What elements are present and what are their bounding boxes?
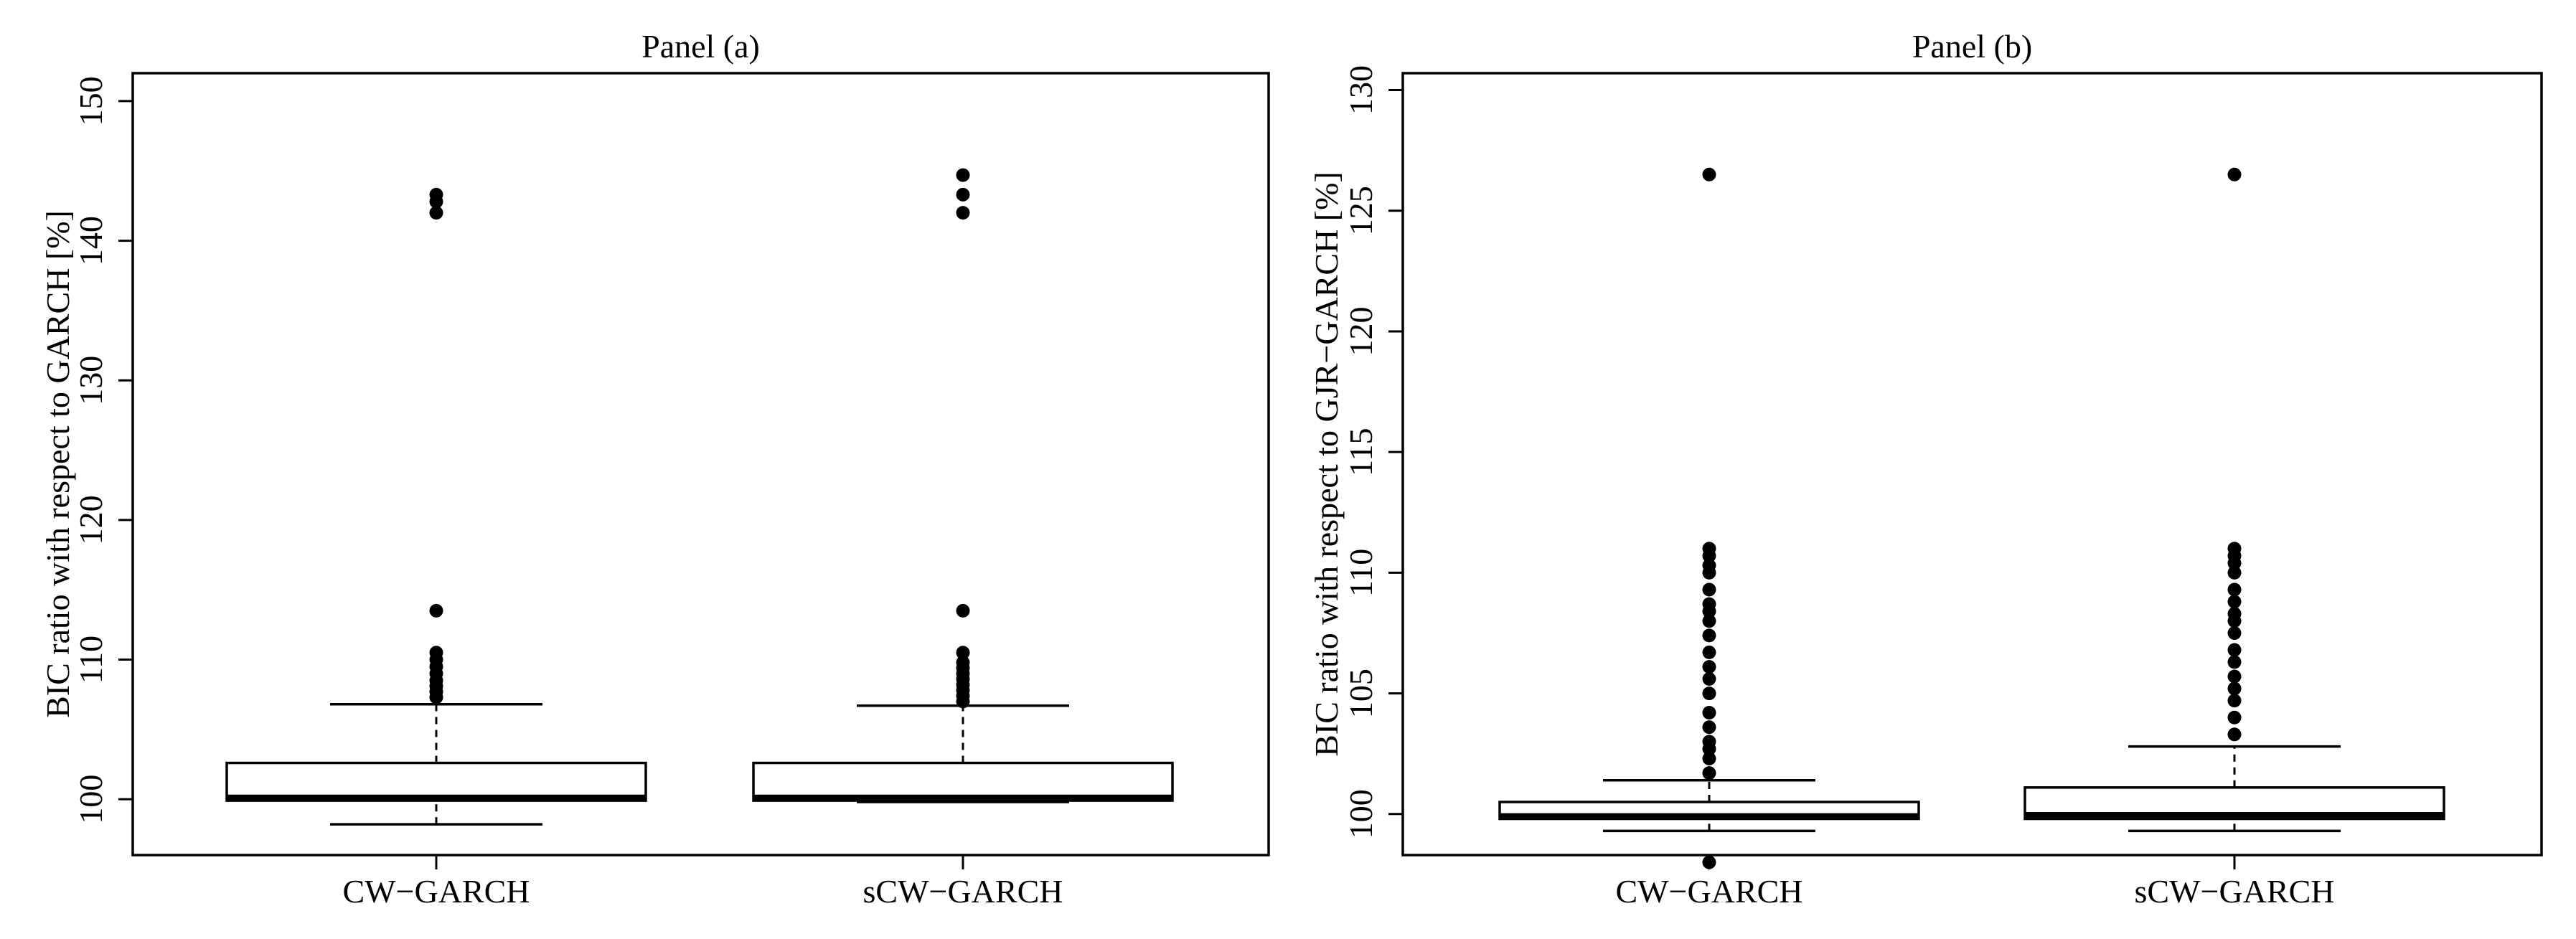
outlier-point bbox=[1702, 542, 1716, 556]
outlier-point bbox=[956, 603, 970, 618]
outlier-point bbox=[1702, 167, 1716, 181]
outlier-point bbox=[2227, 582, 2242, 597]
outlier-point bbox=[2227, 626, 2242, 640]
boxplot-cw-garch bbox=[1498, 167, 1920, 869]
outlier-point bbox=[956, 646, 970, 660]
plot-frame bbox=[1401, 72, 2543, 857]
panel-title: Panel (a) bbox=[641, 28, 760, 65]
outlier-point bbox=[429, 206, 443, 220]
outlier-point bbox=[1702, 558, 1716, 572]
outlier-point bbox=[429, 603, 443, 618]
y-tick-label: 130 bbox=[1343, 65, 1379, 115]
outlier-point bbox=[2227, 167, 2242, 181]
outlier-point bbox=[2227, 694, 2242, 708]
outlier-point bbox=[2227, 542, 2242, 556]
y-tick-label: 150 bbox=[72, 76, 109, 126]
panel-title: Panel (b) bbox=[1912, 28, 2032, 65]
outlier-point bbox=[2227, 710, 2242, 725]
y-tick-label: 110 bbox=[1343, 549, 1379, 597]
y-tick-label: 100 bbox=[72, 775, 109, 824]
outlier-point bbox=[1702, 597, 1716, 611]
panel-b: Panel (b) BIC ratio with respect to GJR−G… bbox=[1308, 28, 2543, 910]
y-tick-label: 105 bbox=[1343, 669, 1379, 718]
outlier-point bbox=[2227, 655, 2242, 669]
y-tick-label: 140 bbox=[72, 216, 109, 265]
outlier-point bbox=[429, 646, 443, 660]
outlier-point bbox=[1702, 686, 1716, 701]
y-axis-label: BIC ratio with respect to GJR−GARCH [%] bbox=[1308, 171, 1345, 757]
outlier-point bbox=[1702, 660, 1716, 674]
outlier-point bbox=[956, 187, 970, 202]
outlier-point bbox=[429, 187, 443, 202]
outlier-point bbox=[2227, 565, 2242, 580]
plot-frame bbox=[131, 72, 1270, 857]
outlier-point bbox=[2227, 669, 2242, 684]
y-tick-label: 120 bbox=[72, 495, 109, 544]
outlier-point bbox=[1702, 706, 1716, 720]
outlier-point bbox=[1702, 614, 1716, 628]
outlier-point bbox=[1702, 671, 1716, 686]
outlier-point bbox=[1702, 855, 1716, 869]
boxplot-cw-garch bbox=[225, 187, 647, 826]
y-tick-label: 130 bbox=[72, 356, 109, 405]
outlier-point bbox=[1702, 720, 1716, 735]
outlier-point bbox=[956, 168, 970, 182]
x-tick-label: CW−GARCH bbox=[342, 873, 530, 910]
outlier-point bbox=[1702, 628, 1716, 643]
outlier-point bbox=[1702, 751, 1716, 765]
y-tick-label: 120 bbox=[1343, 306, 1379, 356]
y-tick-label: 110 bbox=[72, 636, 109, 684]
outlier-point bbox=[1702, 735, 1716, 749]
boxplot-scw-garch bbox=[2023, 167, 2445, 833]
outlier-point bbox=[1702, 645, 1716, 659]
outlier-point bbox=[2227, 727, 2242, 742]
y-tick-label: 115 bbox=[1343, 428, 1379, 476]
outlier-point bbox=[2227, 607, 2242, 621]
x-tick-label: CW−GARCH bbox=[1615, 873, 1802, 910]
outlier-point bbox=[1702, 766, 1716, 780]
iqr-box bbox=[225, 761, 647, 802]
outlier-point bbox=[956, 655, 970, 669]
boxplot-scw-garch bbox=[752, 168, 1174, 803]
y-tick-label: 125 bbox=[1343, 186, 1379, 235]
y-axis-label: BIC ratio with respect to GARCH [%] bbox=[39, 210, 76, 718]
outlier-point bbox=[956, 206, 970, 220]
panel-a: Panel (a) BIC ratio with respect to GARCH… bbox=[39, 28, 1270, 910]
outlier-point bbox=[1702, 582, 1716, 597]
outlier-point bbox=[2227, 681, 2242, 696]
y-tick-label: 100 bbox=[1343, 789, 1379, 839]
x-tick-label: sCW−GARCH bbox=[2135, 873, 2335, 910]
outlier-point bbox=[2227, 643, 2242, 657]
x-tick-label: sCW−GARCH bbox=[863, 873, 1063, 910]
outlier-point bbox=[2227, 595, 2242, 609]
